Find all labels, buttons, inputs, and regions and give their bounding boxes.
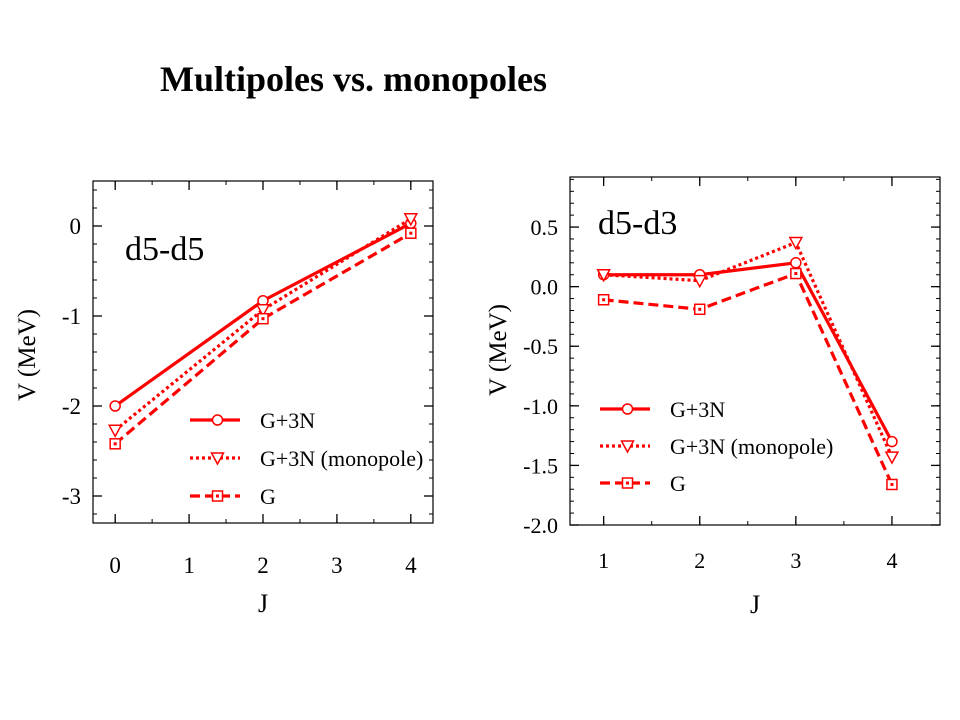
y-tick-label: 0.0 [531,275,559,300]
data-point-series-2 [788,236,804,251]
data-point-series-2 [255,303,271,318]
data-point-series-2 [403,213,419,227]
page-title: Multipoles vs. monopoles [160,59,548,99]
x-tick-label: 2 [694,548,705,573]
y-tick-label: -3 [62,484,81,509]
panel-title: d5-d5 [125,231,204,268]
x-axis-label: J [750,590,760,619]
legend-marker [621,403,634,415]
data-point-series-2 [692,274,708,289]
data-point-series-3 [257,312,269,325]
x-tick-label: 4 [405,553,417,578]
y-tick-label: -2 [62,394,81,419]
y-tick-label: -0.5 [523,334,558,359]
legend-marker [620,440,635,454]
x-tick-label: 0 [109,553,121,578]
legend-label: G+3N (monopole) [670,434,833,459]
data-point-series-3 [790,267,802,280]
legend-label: G+3N (monopole) [260,446,423,471]
x-tick-label: 3 [790,548,801,573]
data-point-series-1 [886,435,898,448]
series-line-2 [114,217,412,432]
y-tick-label: 0 [70,214,82,239]
data-point-series-1 [790,257,802,269]
x-tick-label: 4 [886,548,897,573]
y-tick-label: -1.0 [523,394,558,419]
series-line-1 [603,261,894,443]
legend-label: G+3N [670,397,725,422]
x-tick-label: 1 [598,548,609,573]
plot-frame [569,176,941,526]
data-point-series-3 [597,294,610,306]
x-axis-label: J [258,589,268,618]
legend-label: G+3N [260,408,315,433]
series-line-3 [603,271,894,486]
x-tick-label: 3 [331,553,343,578]
data-point-series-3 [405,227,417,239]
y-axis-label: V (MeV) [485,304,512,396]
data-point-series-3 [693,303,706,316]
legend-marker [210,452,225,466]
y-tick-label: -1.5 [523,453,558,478]
legend-marker [211,490,224,502]
data-point-series-3 [109,438,121,450]
series-line-3 [114,231,412,446]
y-axis-label: V (MeV) [14,309,41,401]
x-tick-label: 1 [183,553,195,578]
y-tick-label: -1 [62,304,81,329]
data-point-series-2 [596,268,611,283]
data-point-series-3 [886,478,898,491]
legend-marker [621,477,634,489]
legend-label: G [260,484,276,509]
legend-marker [211,414,224,426]
y-tick-label: -2.0 [523,513,558,538]
data-point-series-2 [107,424,123,438]
x-tick-label: 2 [257,553,269,578]
data-point-series-1 [109,400,121,412]
series-line-2 [603,240,894,458]
data-point-series-2 [884,451,900,465]
y-tick-label: 0.5 [531,215,559,240]
legend-label: G [670,471,686,496]
chart-d5-d3: 0.5 0.0 -0.5 -1.0 -1.5 -2.0 1 2 3 4 J V (MeV) d5-d3 G… [485,176,941,619]
panel-title: d5-d3 [598,205,677,242]
chart-d5-d5: 0 -1 -2 -3 0 1 2 3 4 J V (MeV) d5-d5 G+3N G+3N (monop… [14,180,434,618]
